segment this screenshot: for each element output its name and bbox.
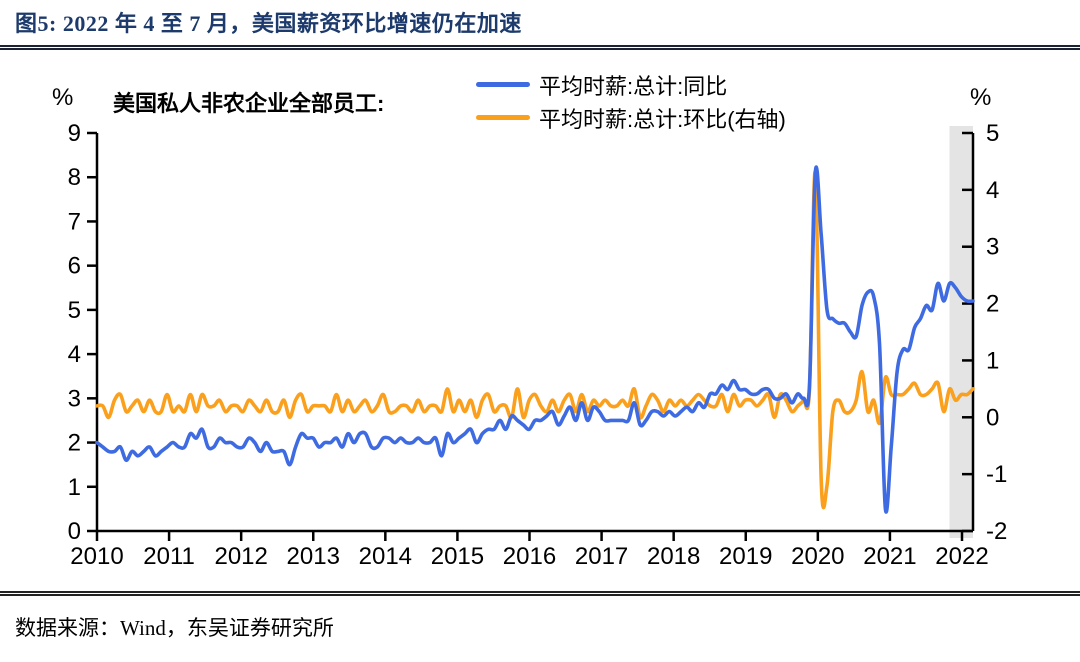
data-source-note: 数据来源：Wind，东吴证券研究所 (15, 616, 334, 640)
left-axis-tick-label: 1 (68, 474, 81, 501)
right-axis-tick-label: 3 (986, 234, 999, 261)
right-axis-tick-label: 2 (986, 291, 999, 318)
legend-label-yoy: 平均时薪:总计:同比 (539, 73, 728, 99)
x-axis-year-label: 2013 (287, 543, 340, 570)
x-axis-year-label: 2015 (431, 543, 484, 570)
chart-subtitle: 美国私人非农企业全部员工: (113, 91, 385, 116)
title-divider-line (0, 45, 1080, 50)
right-axis-tick-label: 1 (986, 347, 999, 374)
x-axis-year-label: 2014 (359, 543, 412, 570)
x-axis-year-label: 2016 (503, 543, 556, 570)
left-axis-tick-label: 6 (68, 253, 81, 280)
series-line-mom (95, 170, 975, 510)
left-axis-tick-label: 9 (68, 120, 81, 147)
x-axis-year-label: 2017 (575, 543, 628, 570)
x-axis-year-label: 2010 (70, 543, 123, 570)
x-axis-year-label: 2020 (791, 543, 844, 570)
left-axis-tick-label: 3 (68, 385, 81, 412)
right-axis-tick-label: 0 (986, 404, 999, 431)
left-axis-tick-label: 5 (68, 297, 81, 324)
right-axis-tick-label: -2 (986, 518, 1007, 545)
x-axis-year-label: 2018 (647, 543, 700, 570)
highlight-band-2022-apr-jul (949, 126, 973, 538)
right-axis-tick-label: -1 (986, 461, 1007, 488)
x-axis-year-label: 2021 (863, 543, 916, 570)
left-axis-tick-label: 4 (68, 341, 81, 368)
left-axis-tick-label: 2 (68, 430, 81, 457)
legend-label-mom: 平均时薪:总计:环比(右轴) (539, 106, 786, 132)
left-axis-tick-label: 0 (68, 518, 81, 545)
left-axis-tick-label: 8 (68, 164, 81, 191)
yoy-line-swatch (476, 82, 530, 87)
right-axis-tick-label: 5 (986, 120, 999, 147)
x-axis-year-label: 2019 (719, 543, 772, 570)
left-axis-tick-label: 7 (68, 208, 81, 235)
figure-title: 图5: 2022 年 4 至 7 月，美国薪资环比增速仍在加速 (15, 11, 522, 36)
x-axis-year-label: 2011 (143, 543, 195, 570)
mom-line-swatch (476, 115, 530, 120)
x-axis-year-label: 2022 (935, 543, 988, 570)
series-line-yoy (95, 165, 975, 514)
x-axis-year-label: 2012 (214, 543, 267, 570)
right-axis-unit-label: % (970, 84, 992, 111)
chart-legend: 平均时薪:总计:同比 平均时薪:总计:环比(右轴) (476, 68, 786, 134)
legend-item-mom: 平均时薪:总计:环比(右轴) (476, 101, 786, 134)
legend-item-yoy: 平均时薪:总计:同比 (476, 68, 786, 101)
right-axis-tick-label: 4 (986, 177, 999, 204)
left-axis-unit-label: % (52, 84, 74, 111)
footer-divider-line (0, 591, 1080, 596)
